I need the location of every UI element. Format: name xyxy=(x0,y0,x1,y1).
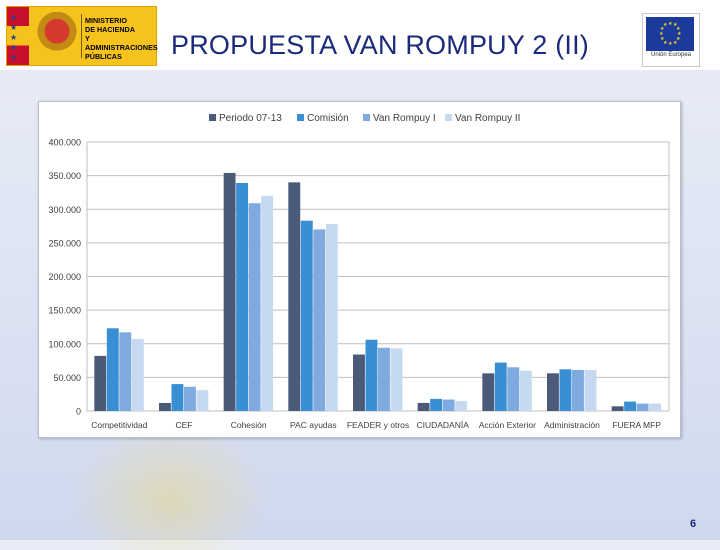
svg-text:★: ★ xyxy=(676,26,681,32)
svg-text:★: ★ xyxy=(663,22,668,28)
ministry-line-3: Y ADMINISTRACIONES xyxy=(85,34,158,52)
y-tick-label: 350.000 xyxy=(48,171,81,181)
bar xyxy=(430,398,443,411)
bar xyxy=(236,183,249,411)
bar xyxy=(559,369,572,411)
svg-text:★: ★ xyxy=(676,36,681,42)
bar xyxy=(196,390,209,411)
x-tick-label: FUERA MFP xyxy=(612,420,661,430)
bar xyxy=(390,348,403,411)
bar xyxy=(300,220,313,411)
svg-text:★: ★ xyxy=(659,31,664,37)
slide-header: ★ ★ ★ ★ ★ MINISTERIO DE HACIENDA Y ADMINISTR… xyxy=(0,0,720,70)
x-tick-label: FEADER y otros xyxy=(347,420,409,430)
bar xyxy=(507,367,520,411)
spain-flag-strip xyxy=(7,7,29,65)
y-tick-label: 0 xyxy=(76,407,81,417)
background-star-decoration xyxy=(70,420,270,550)
svg-text:★: ★ xyxy=(660,36,665,42)
y-tick-label: 200.000 xyxy=(48,272,81,282)
y-tick-label: 300.000 xyxy=(48,205,81,215)
legend-swatch xyxy=(445,114,452,121)
y-tick-label: 400.000 xyxy=(48,138,81,148)
bar xyxy=(442,399,455,411)
bar xyxy=(649,403,662,411)
bar xyxy=(325,224,338,411)
x-tick-label: PAC ayudas xyxy=(290,420,337,430)
bar xyxy=(288,182,301,411)
bar xyxy=(223,172,236,411)
bar xyxy=(119,332,132,411)
slide-title: PROPUESTA VAN ROMPUY 2 (II) xyxy=(171,30,589,60)
bar xyxy=(171,384,184,411)
bar xyxy=(313,229,326,411)
y-tick-label: 100.000 xyxy=(48,339,81,349)
y-tick-label: 250.000 xyxy=(48,238,81,248)
svg-text:★: ★ xyxy=(668,41,673,47)
ministry-name: MINISTERIO DE HACIENDA Y ADMINISTRACIONE… xyxy=(85,16,158,61)
svg-text:★: ★ xyxy=(660,26,665,32)
bar xyxy=(353,354,365,411)
bar xyxy=(572,369,584,411)
bar xyxy=(417,402,430,411)
eu-stars-circle: ★ ★★ ★★★ ★★★ ★★★ xyxy=(659,21,682,47)
bar xyxy=(159,402,171,411)
x-tick-label: Administración xyxy=(544,420,600,430)
legend-label: Van Rompuy II xyxy=(455,113,520,124)
bar xyxy=(106,328,119,411)
bar xyxy=(455,400,468,411)
bar xyxy=(547,373,559,411)
svg-text:★: ★ xyxy=(663,40,668,46)
x-tick-label: CIUDADANÍA xyxy=(416,420,469,430)
eu-logo: ★ ★ ★ ★ ★ ★ ★ ★ ★ ★ ★ ★ Unión Europea xyxy=(642,13,700,67)
legend-swatch xyxy=(297,114,304,121)
legend-label: Van Rompuy I xyxy=(373,113,436,124)
svg-text:★: ★ xyxy=(677,31,682,37)
y-tick-label: 150.000 xyxy=(48,306,81,316)
ministry-logo: ★ ★ ★ ★ ★ MINISTERIO DE HACIENDA Y ADMINISTR… xyxy=(6,6,158,66)
page-number: 6 xyxy=(690,518,697,530)
bar xyxy=(94,355,107,411)
svg-text:★: ★ xyxy=(668,21,673,27)
bar xyxy=(131,339,144,411)
legend-swatch xyxy=(363,114,370,121)
bar xyxy=(248,203,261,411)
x-tick-label: Cohesión xyxy=(231,420,267,430)
bar xyxy=(261,195,274,411)
ministry-line-1: MINISTERIO xyxy=(85,16,127,25)
svg-text:★: ★ xyxy=(673,40,678,46)
bar xyxy=(611,406,624,411)
eu-logo-caption: Unión Europea xyxy=(650,52,692,58)
coat-of-arms-icon xyxy=(37,12,77,60)
x-tick-label: Competitividad xyxy=(91,420,147,430)
legend-swatch xyxy=(209,114,216,121)
bar-chart: 0 50.000 100.000 150.000 200.000 250.000 300.0… xyxy=(48,113,670,430)
bar xyxy=(378,347,390,411)
ministry-line-4: PÚBLICAS xyxy=(85,52,122,61)
eu-flag-icon: ★ ★ ★ ★ ★ ★ ★ ★ ★ ★ ★ ★ xyxy=(646,17,694,51)
bar xyxy=(184,386,196,411)
y-tick-label: 50.000 xyxy=(53,373,81,383)
x-tick-label: Acción Exterior xyxy=(479,420,536,430)
bar xyxy=(519,370,532,411)
bar xyxy=(584,369,597,411)
legend-label: Comisión xyxy=(307,113,349,124)
bar xyxy=(482,373,495,411)
eu-stars-icon: ★ ★ ★ ★ ★ xyxy=(10,13,18,62)
x-tick-label: CEF xyxy=(176,420,193,430)
svg-text:★: ★ xyxy=(673,22,678,28)
bar xyxy=(636,403,649,411)
ministry-line-2: DE HACIENDA xyxy=(85,25,135,34)
legend-label: Periodo 07-13 xyxy=(219,113,282,124)
bar xyxy=(365,339,378,411)
logo-divider xyxy=(81,14,82,58)
chart-container: 0 50.000 100.000 150.000 200.000 250.000 300.0… xyxy=(38,101,681,438)
bar xyxy=(494,362,507,411)
bar xyxy=(624,401,637,411)
